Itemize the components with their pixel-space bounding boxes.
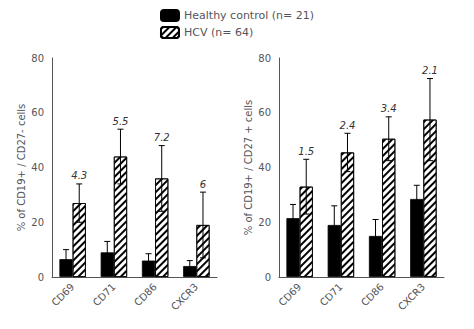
svg-text:CD71: CD71	[91, 281, 118, 308]
svg-text:60: 60	[258, 107, 271, 118]
svg-text:7.2: 7.2	[154, 132, 170, 143]
svg-text:40: 40	[31, 162, 44, 173]
svg-text:5.5: 5.5	[113, 116, 129, 127]
svg-text:HCV (n= 64): HCV (n= 64)	[184, 26, 253, 39]
svg-text:60: 60	[31, 107, 44, 118]
svg-text:CD86: CD86	[359, 281, 386, 308]
svg-text:40: 40	[258, 162, 271, 173]
svg-text:80: 80	[258, 53, 271, 64]
svg-text:4.3: 4.3	[71, 170, 87, 181]
svg-text:20: 20	[258, 217, 271, 228]
svg-text:80: 80	[31, 53, 44, 64]
svg-text:CD69: CD69	[276, 281, 303, 308]
svg-text:6: 6	[200, 179, 206, 190]
svg-text:0: 0	[265, 272, 271, 283]
svg-text:% of CD19+ / CD27- cells: % of CD19+ / CD27- cells	[16, 104, 27, 232]
svg-text:2.4: 2.4	[340, 120, 356, 131]
svg-text:CD86: CD86	[132, 281, 159, 308]
svg-text:Healthy control (n= 21): Healthy control (n= 21)	[184, 9, 314, 22]
svg-text:3.4: 3.4	[381, 103, 397, 114]
svg-text:0: 0	[38, 272, 44, 283]
svg-text:CD69: CD69	[49, 281, 76, 308]
svg-text:2.1: 2.1	[422, 65, 438, 76]
svg-text:CXCR3: CXCR3	[396, 281, 427, 312]
svg-text:1.5: 1.5	[298, 146, 314, 157]
svg-text:20: 20	[31, 217, 44, 228]
svg-text:CD71: CD71	[318, 281, 345, 308]
svg-text:% of CD19+ / CD27 + cells: % of CD19+ / CD27 + cells	[243, 100, 254, 236]
svg-text:CXCR3: CXCR3	[169, 281, 200, 312]
